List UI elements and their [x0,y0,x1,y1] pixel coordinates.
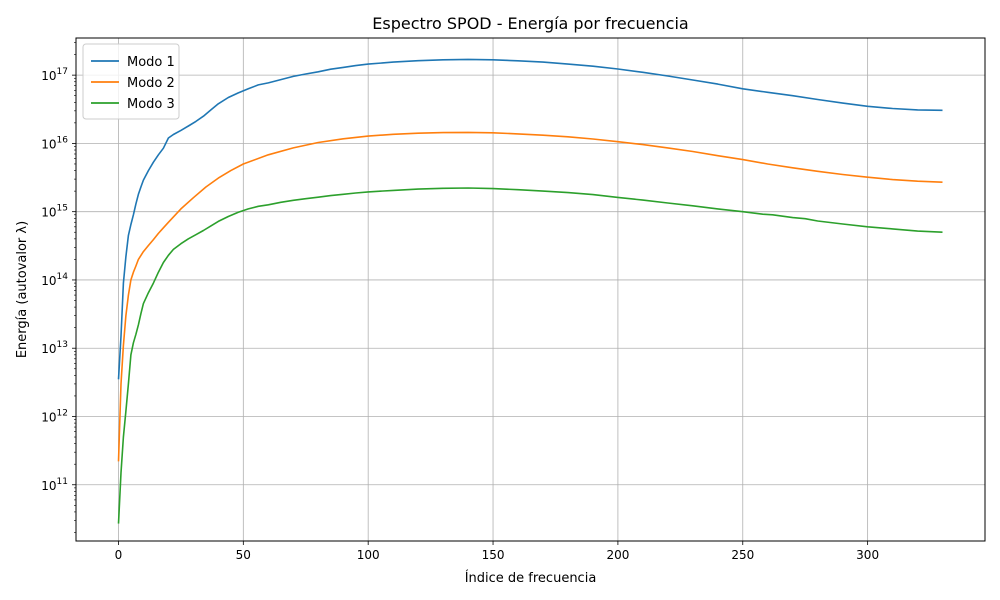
y-tick-label: 1011 [41,477,68,493]
y-tick-label: 1016 [41,135,68,151]
x-tick-label: 200 [606,548,629,562]
series-lines [117,58,943,524]
series-line-modo-2 [117,131,943,462]
legend-box [82,43,180,120]
series-line-modo-3 [117,187,943,524]
plot-frame [75,37,986,542]
x-tick-label: 300 [856,548,879,562]
x-tick-label: 100 [357,548,380,562]
legend-label: Modo 1 [127,55,175,70]
grid [76,38,985,541]
x-axis-label: Índice de frecuencia [465,570,597,586]
y-tick-label: 1012 [41,408,68,424]
y-axis-label: Energía (autovalor λ) [15,221,30,358]
x-tick-label: 50 [236,548,251,562]
x-tick-label: 150 [482,548,505,562]
y-tick-label: 1017 [41,67,68,83]
y-tick-label: 1015 [41,204,68,220]
legend-label: Modo 3 [127,97,175,112]
series-line-modo-1 [117,58,943,380]
y-tick-label: 1014 [41,272,68,288]
y-tick-label: 1013 [41,340,68,356]
axis-ticks: 0 50 100 150 200 250 300 1011 1012 1013 1014 1015 10… [41,42,879,562]
legend-label: Modo 2 [127,76,175,91]
legend: Modo 1 Modo 2 Modo 3 [82,43,180,120]
chart-title: Espectro SPOD - Energía por frecuencia [372,14,688,33]
x-tick-label: 250 [731,548,754,562]
x-tick-label: 0 [115,548,123,562]
